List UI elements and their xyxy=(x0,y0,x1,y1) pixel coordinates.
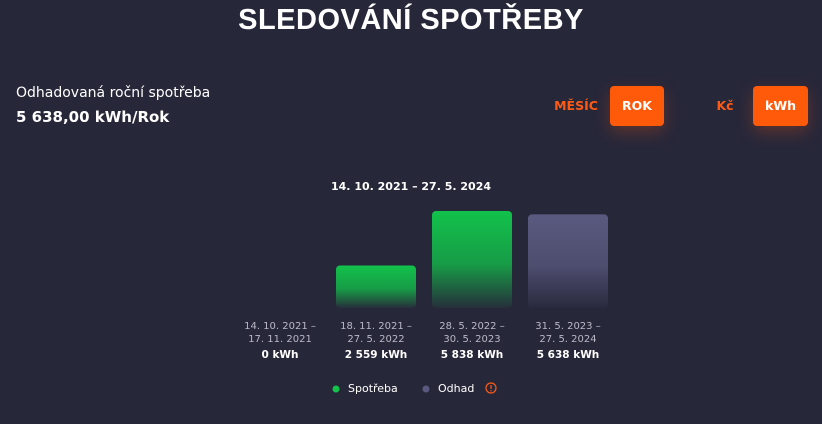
x-tick-label: 31. 5. 2023 – 27. 5. 2024 xyxy=(535,321,601,345)
legend-label: Spotřeba xyxy=(348,382,398,395)
toggle-button[interactable]: Kč xyxy=(716,98,734,113)
legend-swatch xyxy=(332,385,340,393)
value-label: 5 638 kWh xyxy=(536,349,600,361)
value-label: 2 559 kWh xyxy=(344,349,408,361)
value-label: 0 kWh xyxy=(261,349,299,361)
bar xyxy=(528,214,608,308)
bar xyxy=(432,211,512,308)
toggle-button[interactable]: ROK xyxy=(610,86,664,126)
toggle-button[interactable]: MĚSÍC xyxy=(554,98,598,113)
x-tick-label: 18. 11. 2021 – 27. 5. 2022 xyxy=(340,321,412,345)
legend-label: Odhad xyxy=(438,382,475,395)
x-tick-label: 14. 10. 2021 – 17. 11. 2021 xyxy=(244,321,316,345)
summary-value: 5 638,00 kWh/Rok xyxy=(16,108,170,126)
info-icon[interactable] xyxy=(485,382,497,394)
page-title: SLEDOVÁNÍ SPOTŘEBY xyxy=(238,4,584,36)
summary-label: Odhadovaná roční spotřeba xyxy=(16,85,211,101)
toggle-button[interactable]: kWh xyxy=(753,86,808,126)
legend-swatch xyxy=(422,385,430,393)
chart-subtitle: 14. 10. 2021 – 27. 5. 2024 xyxy=(331,180,491,193)
bar xyxy=(336,265,416,308)
value-label: 5 838 kWh xyxy=(440,349,504,361)
x-tick-label: 28. 5. 2022 – 30. 5. 2023 xyxy=(439,321,505,345)
